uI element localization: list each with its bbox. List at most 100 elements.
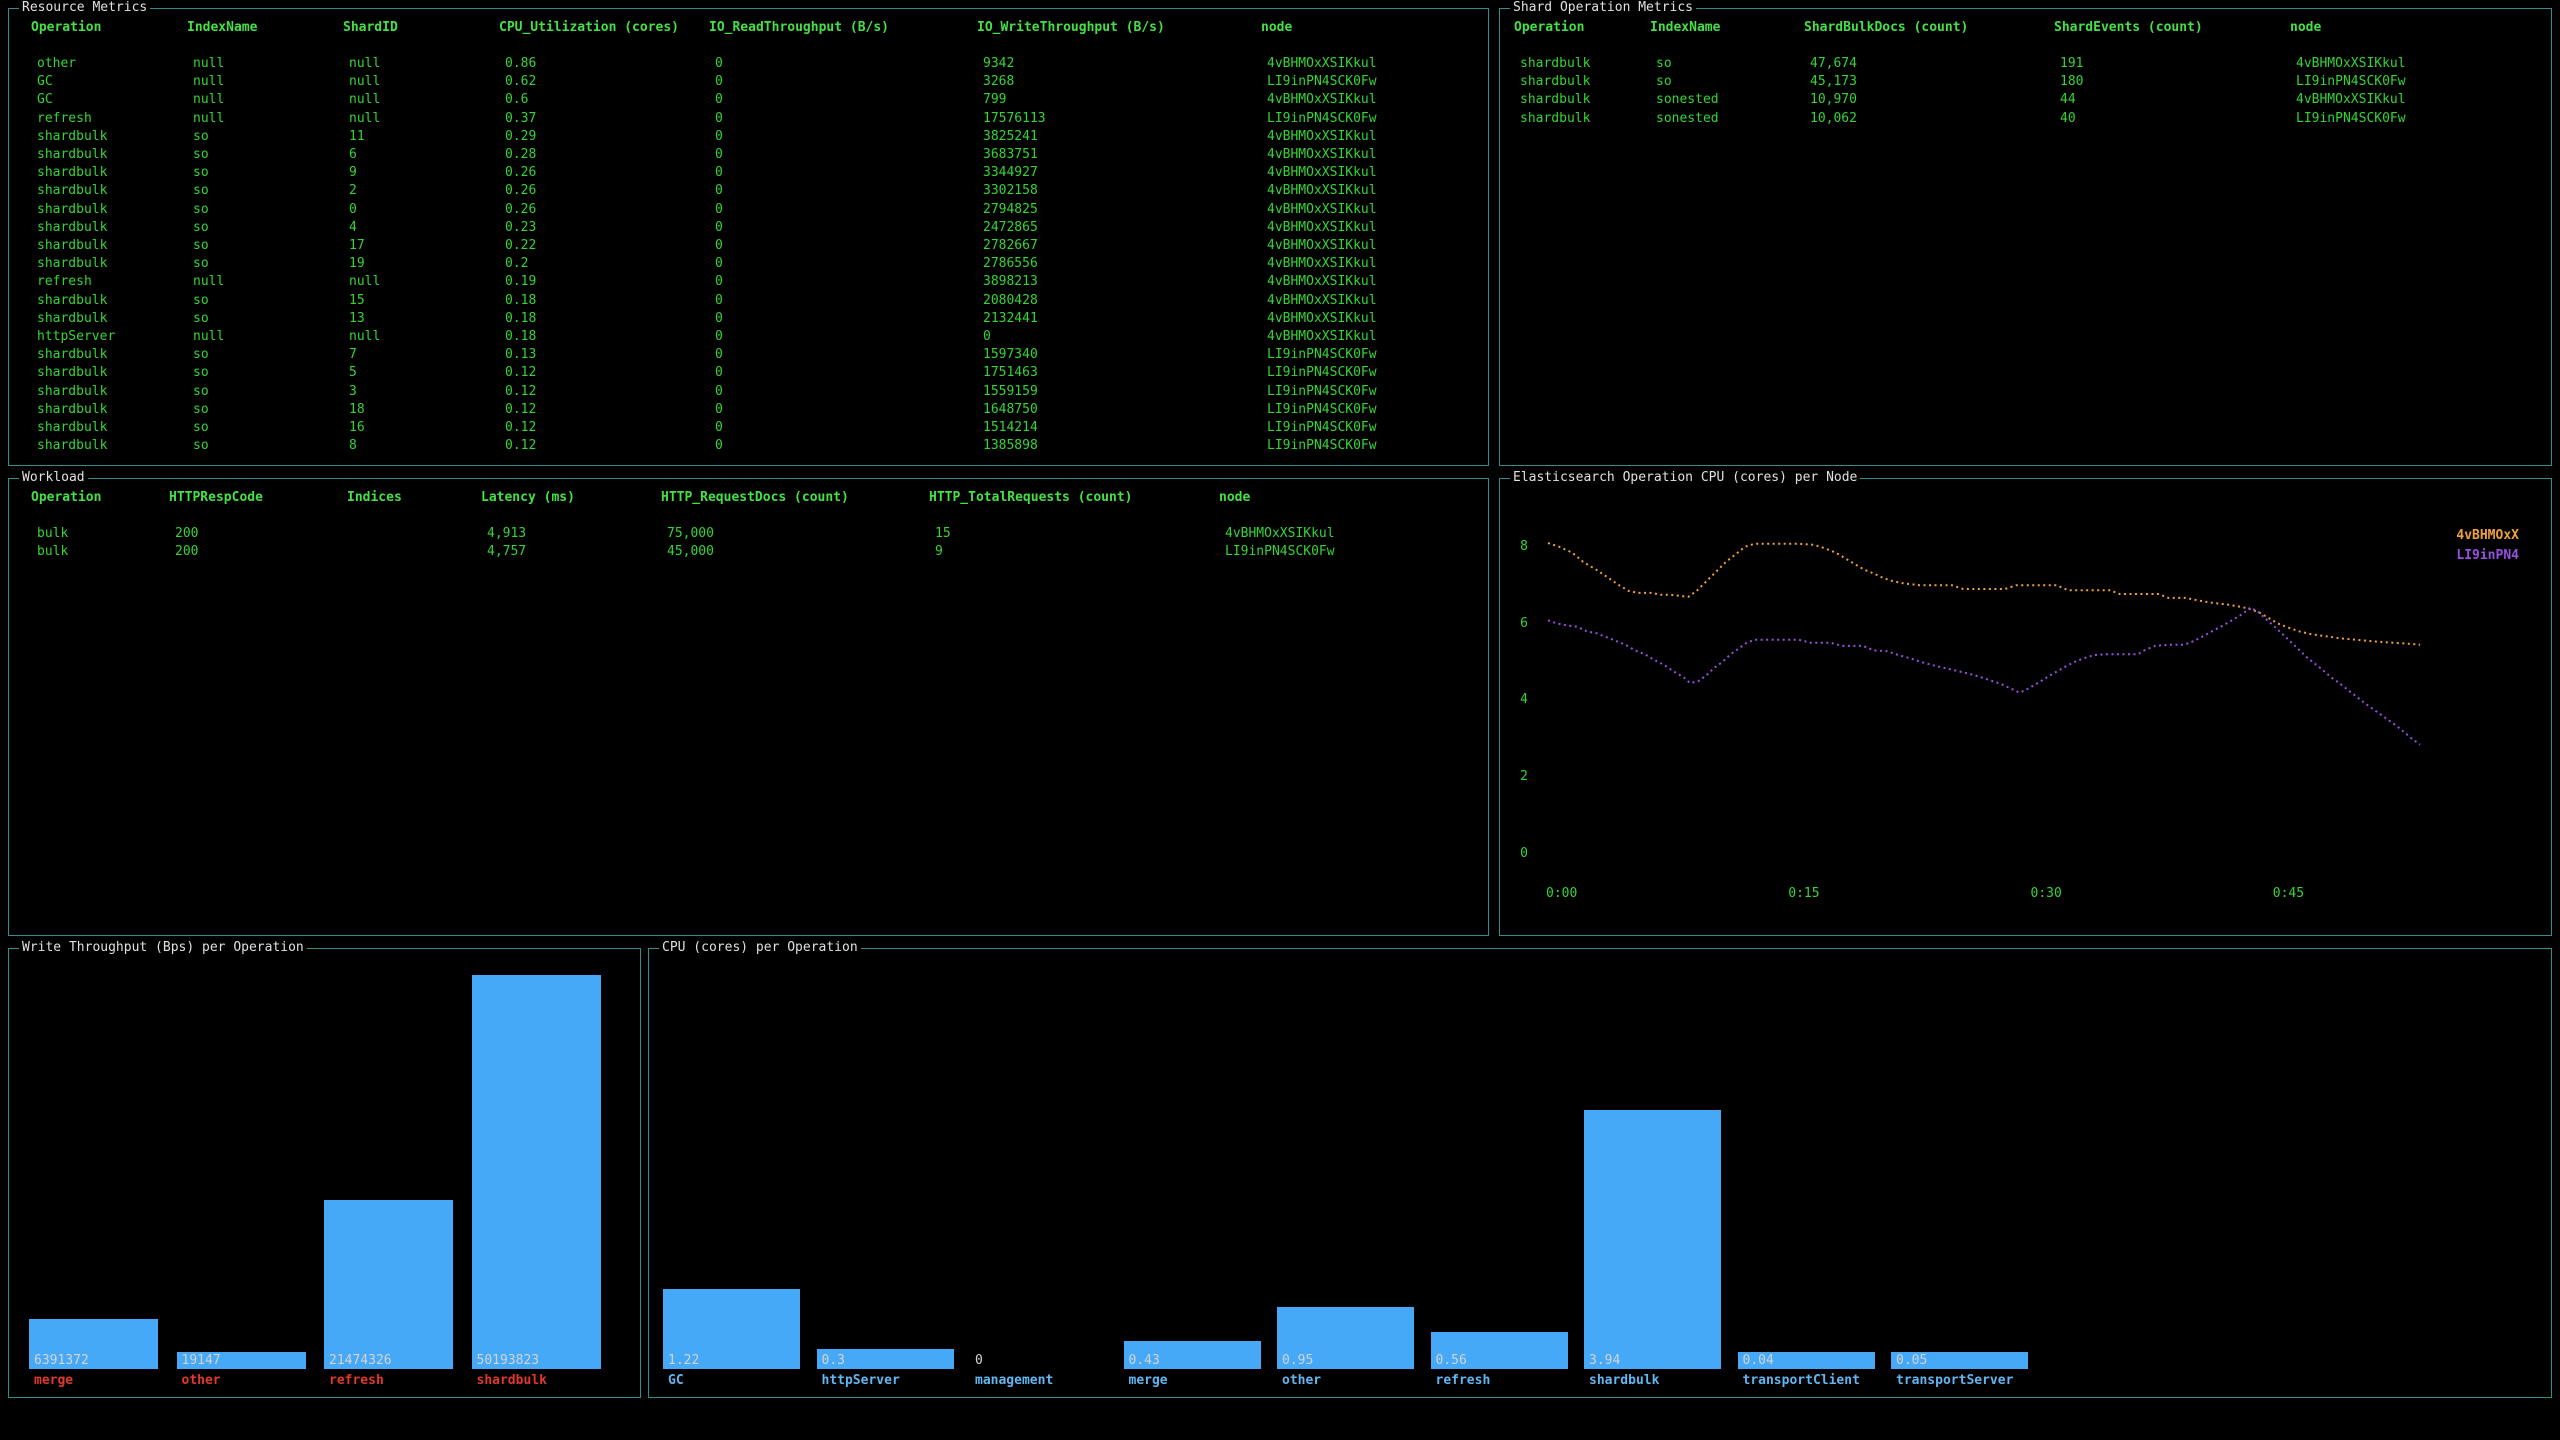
table-cell: 0.23 — [505, 219, 537, 235]
bar-category-label: transportServer — [1896, 1373, 2014, 1388]
table-cell: 45,173 — [1810, 74, 1857, 90]
bar-value-label: 0.95 — [1282, 1353, 1314, 1368]
resource-metrics-panel: Resource Metrics Operation IndexName Shard… — [8, 0, 1489, 466]
table-cell: 4vBHMOxXSIKkul — [1267, 329, 1377, 344]
table-cell: null — [349, 329, 381, 344]
table-cell: 2794825 — [983, 201, 1038, 217]
table-cell: shardbulk — [37, 347, 108, 363]
table-cell: 0.37 — [505, 110, 537, 126]
column-header: IndexName — [187, 20, 258, 35]
bar-category-label: refresh — [1435, 1373, 1491, 1388]
bar-category-label: httpServer — [821, 1373, 900, 1388]
table-cell: null — [349, 56, 381, 71]
table-cell: refresh — [37, 274, 92, 290]
bar-value-label: 1.22 — [668, 1353, 700, 1368]
table-cell: null — [193, 74, 225, 90]
table-cell: shardbulk — [37, 147, 108, 162]
table-cell: null — [349, 110, 381, 126]
bar-category-label: GC — [668, 1373, 684, 1388]
table-cell: shardbulk — [37, 219, 108, 235]
table-cell: shardbulk — [37, 365, 108, 381]
table-cell: 0 — [715, 401, 723, 417]
table-cell: 0 — [715, 92, 723, 108]
bar-merge — [29, 1319, 158, 1369]
table-cell: LI9inPN4SCK0Fw — [2296, 74, 2406, 90]
table-cell: 0 — [349, 201, 357, 217]
column-header: CPU_Utilization (cores) — [499, 20, 680, 35]
table-cell: 0 — [715, 274, 723, 290]
table-cell: null — [349, 74, 381, 90]
table-cell: 3268 — [983, 74, 1015, 90]
table-cell: 6 — [349, 147, 357, 162]
bar-shardbulk — [471, 975, 601, 1369]
table-cell: shardbulk — [37, 128, 108, 144]
column-header: Operation — [31, 20, 102, 35]
table-cell: 0.18 — [505, 292, 537, 308]
bar-value-label: 0.43 — [1128, 1353, 1160, 1368]
table-cell: 2 — [349, 183, 357, 199]
table-cell: 9342 — [983, 56, 1015, 71]
table-cell: 7 — [349, 347, 357, 363]
table-cell: 0.12 — [505, 365, 537, 381]
table-cell: 0.12 — [505, 383, 537, 399]
table-cell: 47,674 — [1810, 56, 1857, 71]
table-cell: 2080428 — [983, 292, 1038, 308]
table-cell: 3683751 — [983, 147, 1038, 162]
table-cell: 10,970 — [1810, 92, 1857, 108]
column-header: Indices — [347, 490, 402, 505]
table-cell: 2132441 — [983, 310, 1038, 326]
table-cell: 0 — [715, 165, 723, 181]
bar-shardbulk — [1584, 1110, 1721, 1369]
table-cell: so — [193, 219, 209, 235]
cpu-per-operation-bar-panel: CPU (cores) per Operation 1.22 GC 0.3 httpS… — [648, 939, 2552, 1398]
column-header: node — [1261, 20, 1293, 35]
table-cell: null — [193, 92, 225, 108]
table-cell: 4vBHMOxXSIKkul — [1267, 128, 1377, 144]
table-cell: 17576113 — [983, 110, 1046, 126]
table-cell: 0.26 — [505, 201, 537, 217]
table-cell: LI9inPN4SCK0Fw — [1267, 420, 1377, 435]
y-axis-tick-label: 8 — [1520, 538, 1528, 554]
table-cell: null — [349, 92, 381, 108]
table-cell: shardbulk — [1520, 74, 1591, 90]
table-cell: 0.28 — [505, 147, 537, 162]
table-cell: 4vBHMOxXSIKkul — [1267, 92, 1377, 108]
shard-operation-metrics-table: Operation IndexName ShardBulkDocs (count) S… — [1500, 9, 2551, 465]
series-LI9inPN4 — [1547, 606, 2421, 746]
table-cell: 0 — [715, 183, 723, 199]
table-cell: 0.12 — [505, 438, 537, 454]
table-cell: 2786556 — [983, 256, 1038, 272]
table-cell: shardbulk — [37, 401, 108, 417]
bar-category-label: merge — [34, 1373, 74, 1388]
table-cell: 0.2 — [505, 256, 529, 272]
write-throughput-bar-chart: 6391372 merge 19147 other 21474326 refresh 501… — [9, 949, 640, 1397]
column-header: IO_ReadThroughput (B/s) — [709, 20, 890, 35]
resource-metrics-title: Resource Metrics — [19, 0, 151, 17]
table-cell: 4 — [349, 219, 357, 235]
table-cell: shardbulk — [37, 238, 108, 253]
cpu-per-node-chart-title: Elasticsearch Operation CPU (cores) per … — [1510, 469, 1861, 487]
table-cell: LI9inPN4SCK0Fw — [1267, 74, 1377, 90]
table-cell: 4vBHMOxXSIKkul — [1267, 238, 1377, 253]
cpu-per-operation-bar-title: CPU (cores) per Operation — [659, 939, 861, 957]
bar-value-label: 21474326 — [329, 1353, 392, 1368]
workload-title: Workload — [19, 469, 88, 487]
table-cell: 0 — [715, 201, 723, 217]
table-cell: LI9inPN4SCK0Fw — [1267, 347, 1377, 363]
table-cell: 5 — [349, 365, 357, 381]
bar-refresh — [1430, 1332, 1568, 1369]
table-cell: 4,757 — [487, 544, 527, 560]
cpu-per-node-line-chart: 4vBHMOxX LI9inPN4 8 6 4 2 0 0:00 0:15 0:30 0:45 — [1500, 479, 2551, 935]
table-cell: 4vBHMOxXSIKkul — [1267, 219, 1377, 235]
table-cell: 4vBHMOxXSIKkul — [2296, 56, 2406, 71]
line-chart-canvas — [1547, 542, 2421, 746]
table-cell: shardbulk — [1520, 110, 1591, 126]
column-header: IO_WriteThroughput (B/s) — [977, 20, 1165, 35]
table-cell: so — [193, 438, 209, 454]
table-cell: 0.12 — [505, 420, 537, 435]
table-cell: 15 — [935, 526, 951, 541]
bar-value-label: 0.05 — [1896, 1353, 1928, 1368]
table-cell: shardbulk — [37, 383, 108, 399]
table-cell: 0.26 — [505, 165, 537, 181]
